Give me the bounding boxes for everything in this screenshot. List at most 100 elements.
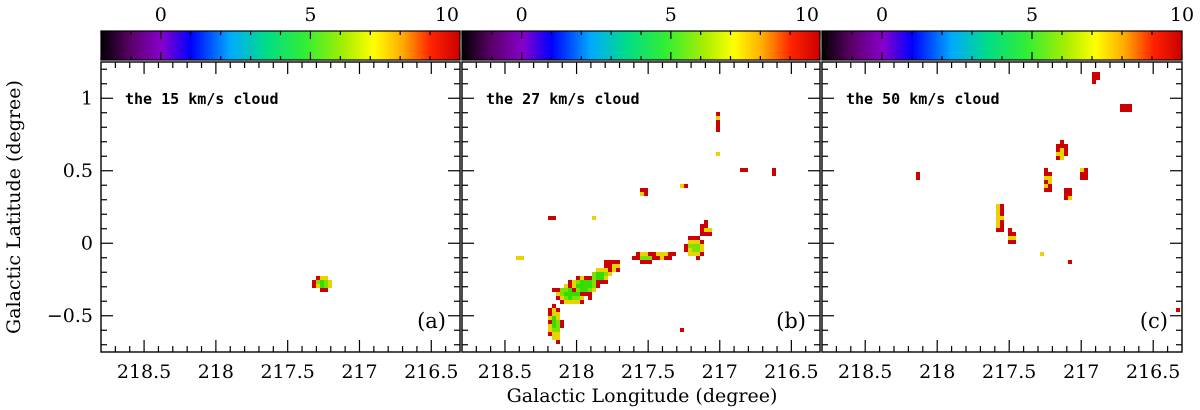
emission-pixel bbox=[1060, 152, 1064, 156]
emission-pixel bbox=[564, 284, 568, 288]
emission-pixel bbox=[584, 288, 588, 292]
y-tick-label: 1 bbox=[81, 87, 93, 109]
emission-pixel bbox=[556, 316, 560, 320]
emission-pixel bbox=[700, 240, 704, 244]
emission-pixel bbox=[1044, 184, 1048, 188]
emission-pixel bbox=[1000, 204, 1004, 208]
emission-pixel bbox=[600, 280, 604, 284]
emission-pixel bbox=[568, 300, 572, 304]
emission-pixel bbox=[1060, 148, 1064, 152]
emission-pixel bbox=[576, 292, 580, 296]
emission-pixel bbox=[592, 276, 596, 280]
emission-pixel bbox=[552, 288, 556, 292]
emission-pixel bbox=[680, 328, 684, 332]
x-tick-label: 218 bbox=[198, 361, 234, 383]
emission-pixel bbox=[1084, 176, 1088, 180]
emission-pixel bbox=[548, 328, 552, 332]
emission-pixel bbox=[688, 252, 692, 256]
colorbar-b: 0 5 10 bbox=[461, 4, 821, 61]
emission-pixel bbox=[1064, 152, 1068, 156]
emission-pixel bbox=[696, 256, 700, 260]
emission-map-c bbox=[916, 72, 1180, 312]
emission-pixel bbox=[1064, 144, 1068, 148]
emission-pixel bbox=[596, 284, 600, 288]
emission-pixel bbox=[604, 280, 608, 284]
emission-pixel bbox=[616, 268, 620, 272]
emission-pixel bbox=[556, 320, 560, 324]
emission-pixel bbox=[572, 288, 576, 292]
emission-pixel bbox=[772, 172, 776, 176]
emission-pixel bbox=[556, 340, 560, 344]
emission-pixel bbox=[580, 296, 584, 300]
plot-frame-a bbox=[100, 61, 461, 353]
emission-pixel bbox=[556, 324, 560, 328]
colorbar-tick-label: 10 bbox=[1170, 4, 1194, 26]
emission-pixel bbox=[696, 236, 700, 240]
emission-pixel bbox=[692, 252, 696, 256]
emission-pixel bbox=[1068, 188, 1072, 192]
emission-pixel bbox=[328, 280, 332, 284]
emission-pixel bbox=[1128, 108, 1132, 112]
emission-pixel bbox=[592, 272, 596, 276]
emission-pixel bbox=[612, 260, 616, 264]
emission-pixel bbox=[692, 236, 696, 240]
emission-pixel bbox=[1056, 152, 1060, 156]
panel-b: 0 5 10 218.5 218 217.5 217 216.5 the 27 km/s c… bbox=[461, 4, 821, 383]
emission-pixel bbox=[1064, 196, 1068, 200]
emission-pixel bbox=[1000, 224, 1004, 228]
emission-pixel bbox=[556, 308, 560, 312]
emission-pixel bbox=[644, 260, 648, 264]
emission-pixel bbox=[1056, 144, 1060, 148]
emission-pixel bbox=[584, 276, 588, 280]
emission-pixel bbox=[688, 244, 692, 248]
emission-pixel bbox=[608, 268, 612, 272]
emission-pixel bbox=[548, 332, 552, 336]
y-tick-label: −0.5 bbox=[47, 305, 93, 327]
emission-pixel bbox=[1128, 104, 1132, 108]
colorbar-tick-label: 5 bbox=[1026, 4, 1038, 26]
emission-pixel bbox=[604, 260, 608, 264]
emission-pixel bbox=[684, 244, 688, 248]
emission-pixel bbox=[316, 276, 320, 280]
emission-pixel bbox=[324, 280, 328, 284]
emission-pixel bbox=[588, 296, 592, 300]
emission-pixel bbox=[680, 184, 684, 188]
emission-pixel bbox=[708, 232, 712, 236]
emission-pixel bbox=[692, 244, 696, 248]
emission-pixel bbox=[1008, 236, 1012, 240]
emission-pixel bbox=[560, 292, 564, 296]
emission-pixel bbox=[1080, 172, 1084, 176]
emission-pixel bbox=[552, 328, 556, 332]
emission-pixel bbox=[552, 316, 556, 320]
emission-pixel bbox=[656, 252, 660, 256]
panel-title-a: the 15 km/s cloud bbox=[125, 90, 279, 108]
emission-pixel bbox=[316, 280, 320, 284]
emission-pixel bbox=[1000, 228, 1004, 232]
emission-pixel bbox=[652, 252, 656, 256]
emission-pixel bbox=[1092, 80, 1096, 84]
emission-pixel bbox=[548, 320, 552, 324]
emission-pixel bbox=[556, 336, 560, 340]
plot-frame-c bbox=[821, 61, 1183, 353]
x-tick-label: 218.5 bbox=[478, 361, 532, 383]
emission-pixel bbox=[916, 176, 920, 180]
emission-pixel bbox=[696, 244, 700, 248]
emission-pixel bbox=[548, 312, 552, 316]
emission-pixel bbox=[996, 212, 1000, 216]
emission-pixel bbox=[716, 124, 720, 128]
emission-pixel bbox=[596, 268, 600, 272]
emission-map-a bbox=[312, 276, 332, 292]
emission-pixel bbox=[580, 284, 584, 288]
emission-pixel bbox=[664, 252, 668, 256]
emission-pixel bbox=[716, 116, 720, 120]
emission-pixel bbox=[1012, 240, 1016, 244]
emission-pixel bbox=[1008, 228, 1012, 232]
emission-pixel bbox=[1048, 176, 1052, 180]
emission-pixel bbox=[1008, 240, 1012, 244]
panel-label-b: (b) bbox=[776, 309, 806, 333]
emission-pixel bbox=[1060, 156, 1064, 160]
emission-pixel bbox=[1080, 176, 1084, 180]
emission-pixel bbox=[572, 280, 576, 284]
x-tick-label: 217 bbox=[1063, 361, 1099, 383]
emission-pixel bbox=[740, 168, 744, 172]
